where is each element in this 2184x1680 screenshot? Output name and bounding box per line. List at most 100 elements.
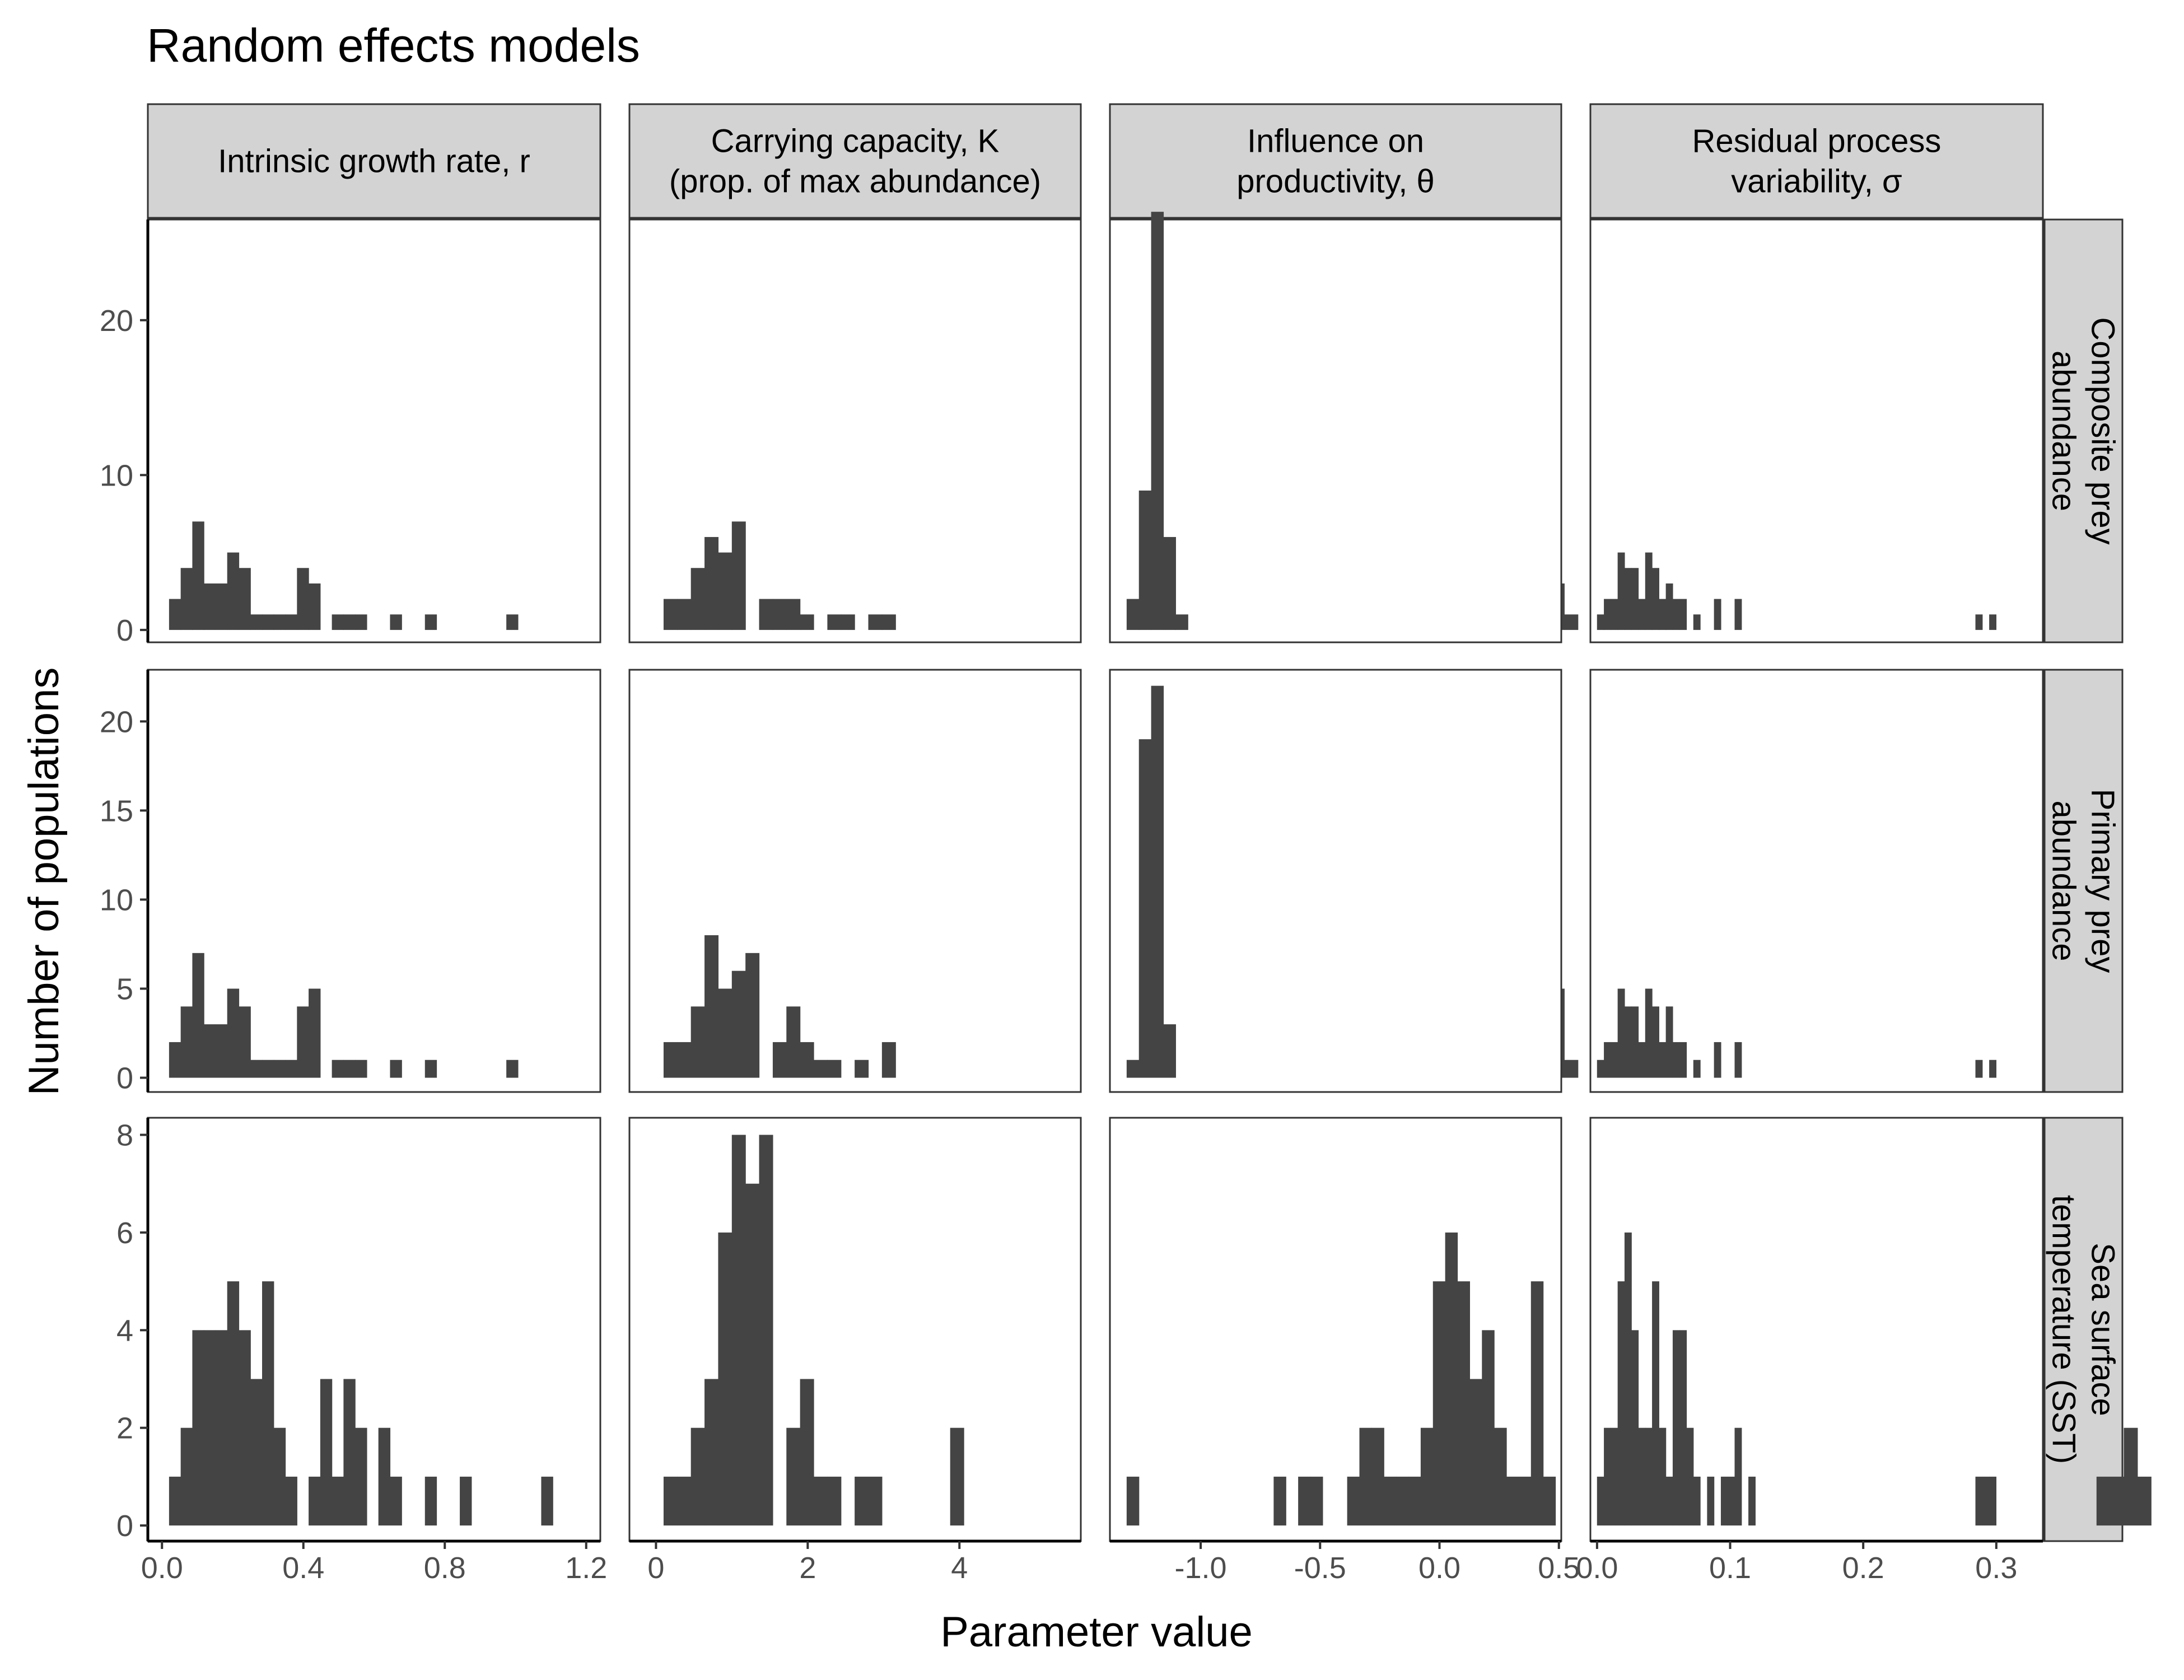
histogram-bar xyxy=(273,1427,286,1526)
row-strip-label: temperature (SST) xyxy=(2046,1195,2082,1464)
histogram-bar xyxy=(1138,490,1152,630)
histogram-bar xyxy=(541,1476,553,1526)
x-axis-label: Parameter value xyxy=(940,1608,1253,1656)
histogram-bar xyxy=(180,1006,193,1078)
histogram-bar xyxy=(506,1060,519,1078)
histogram-bar xyxy=(1617,988,1625,1078)
histogram-bar xyxy=(297,568,309,630)
histogram-bar xyxy=(332,614,344,630)
histogram-bar xyxy=(690,1427,705,1526)
column-strip xyxy=(147,103,601,219)
histogram-bar xyxy=(1686,1427,1694,1526)
histogram-bar xyxy=(745,953,760,1078)
histogram-bar xyxy=(1631,1006,1639,1078)
x-tick-label: 0.0 xyxy=(1576,1551,1618,1585)
histogram-bar xyxy=(1989,614,1996,630)
histogram-bar xyxy=(663,1042,678,1078)
histogram-bar xyxy=(1707,1476,1715,1526)
histogram-bar xyxy=(772,1042,787,1078)
histogram-bar xyxy=(273,614,286,630)
histogram-bar xyxy=(1359,1427,1372,1526)
histogram-bar xyxy=(814,1060,828,1078)
histogram-bar xyxy=(180,1427,193,1526)
histogram-bar xyxy=(1659,1427,1667,1526)
histogram-bar xyxy=(800,614,814,630)
row-strip xyxy=(2043,669,2124,1093)
histogram-bar xyxy=(1734,1042,1742,1078)
histogram-bar xyxy=(677,599,692,630)
histogram-bar xyxy=(2096,1476,2111,1526)
histogram-bar xyxy=(1617,1281,1625,1526)
histogram-bar xyxy=(1126,1476,1140,1526)
x-tick-label: 0 xyxy=(647,1551,664,1585)
histogram-bar xyxy=(1564,1060,1579,1078)
histogram-bar xyxy=(460,1476,472,1526)
histogram-bar xyxy=(1989,1476,1996,1526)
histogram-bar xyxy=(1714,1042,1721,1078)
x-tick-label: 1.2 xyxy=(565,1551,607,1585)
y-tick-label: 20 xyxy=(100,304,133,338)
histogram-bar xyxy=(1624,1006,1632,1078)
column-strip-label: productivity, θ xyxy=(1236,164,1435,200)
histogram-bar xyxy=(1748,1476,1756,1526)
column-strip-label: variability, σ xyxy=(1731,164,1902,200)
histogram-bar xyxy=(215,1330,228,1526)
histogram-bar xyxy=(745,1183,760,1526)
histogram-bar xyxy=(1638,1042,1646,1078)
x-tick-label: 0.0 xyxy=(141,1551,183,1585)
histogram-bar xyxy=(1384,1476,1397,1526)
histogram-bar xyxy=(355,614,367,630)
histogram-bar xyxy=(855,1060,869,1078)
histogram-bar xyxy=(759,1135,773,1526)
histogram-bar xyxy=(424,1476,437,1526)
histogram-bar xyxy=(2124,1427,2138,1526)
column-strip xyxy=(1589,103,2044,219)
histogram-bar xyxy=(1494,1427,1507,1526)
histogram-bar xyxy=(855,1476,869,1526)
histogram-bar xyxy=(262,1281,274,1526)
x-tick-label: 0.1 xyxy=(1709,1551,1751,1585)
histogram-bar xyxy=(192,521,204,630)
histogram-bar xyxy=(1445,1232,1458,1526)
histogram-bar xyxy=(2110,1476,2125,1526)
histogram-bar xyxy=(786,599,801,630)
histogram-bar xyxy=(309,988,321,1078)
histogram-bar xyxy=(1645,552,1653,630)
row-strip-label: Sea surface xyxy=(2085,1243,2121,1416)
histogram-bar xyxy=(215,1024,228,1078)
histogram-bar xyxy=(239,568,251,630)
histogram-bar xyxy=(827,1476,842,1526)
histogram-bar xyxy=(1672,1042,1680,1078)
x-tick-label: 0.8 xyxy=(424,1551,466,1585)
histogram-bar xyxy=(800,1379,814,1526)
histogram-bar xyxy=(1604,599,1611,630)
y-tick-label: 2 xyxy=(116,1412,133,1445)
histogram-bar xyxy=(704,536,719,630)
histogram-bar xyxy=(704,1379,719,1526)
histogram-bar xyxy=(309,1476,321,1526)
histogram-bar xyxy=(950,1427,964,1526)
histogram-bar xyxy=(786,1427,801,1526)
histogram-bar xyxy=(690,568,705,630)
histogram-bar xyxy=(1597,614,1604,630)
histogram-bar xyxy=(239,1330,251,1526)
histogram-bar xyxy=(1126,1060,1140,1078)
x-tick-label: 0.5 xyxy=(1538,1551,1580,1585)
row-strip xyxy=(2043,1117,2124,1542)
histogram-bar xyxy=(1604,1042,1611,1078)
histogram-bar xyxy=(663,1476,678,1526)
x-tick-label: 2 xyxy=(799,1551,816,1585)
histogram-bar xyxy=(227,1281,240,1526)
histogram-bar xyxy=(343,614,356,630)
histogram-bar xyxy=(731,521,746,630)
histogram-bar xyxy=(227,988,240,1078)
histogram-bar xyxy=(355,1427,367,1526)
histogram-bar xyxy=(1506,1476,1519,1526)
histogram-bar xyxy=(1659,599,1667,630)
column-strip-label: Residual process xyxy=(1692,123,1942,160)
histogram-bar xyxy=(1624,568,1632,630)
histogram-bar xyxy=(800,1042,814,1078)
histogram-bar xyxy=(1432,1281,1446,1526)
